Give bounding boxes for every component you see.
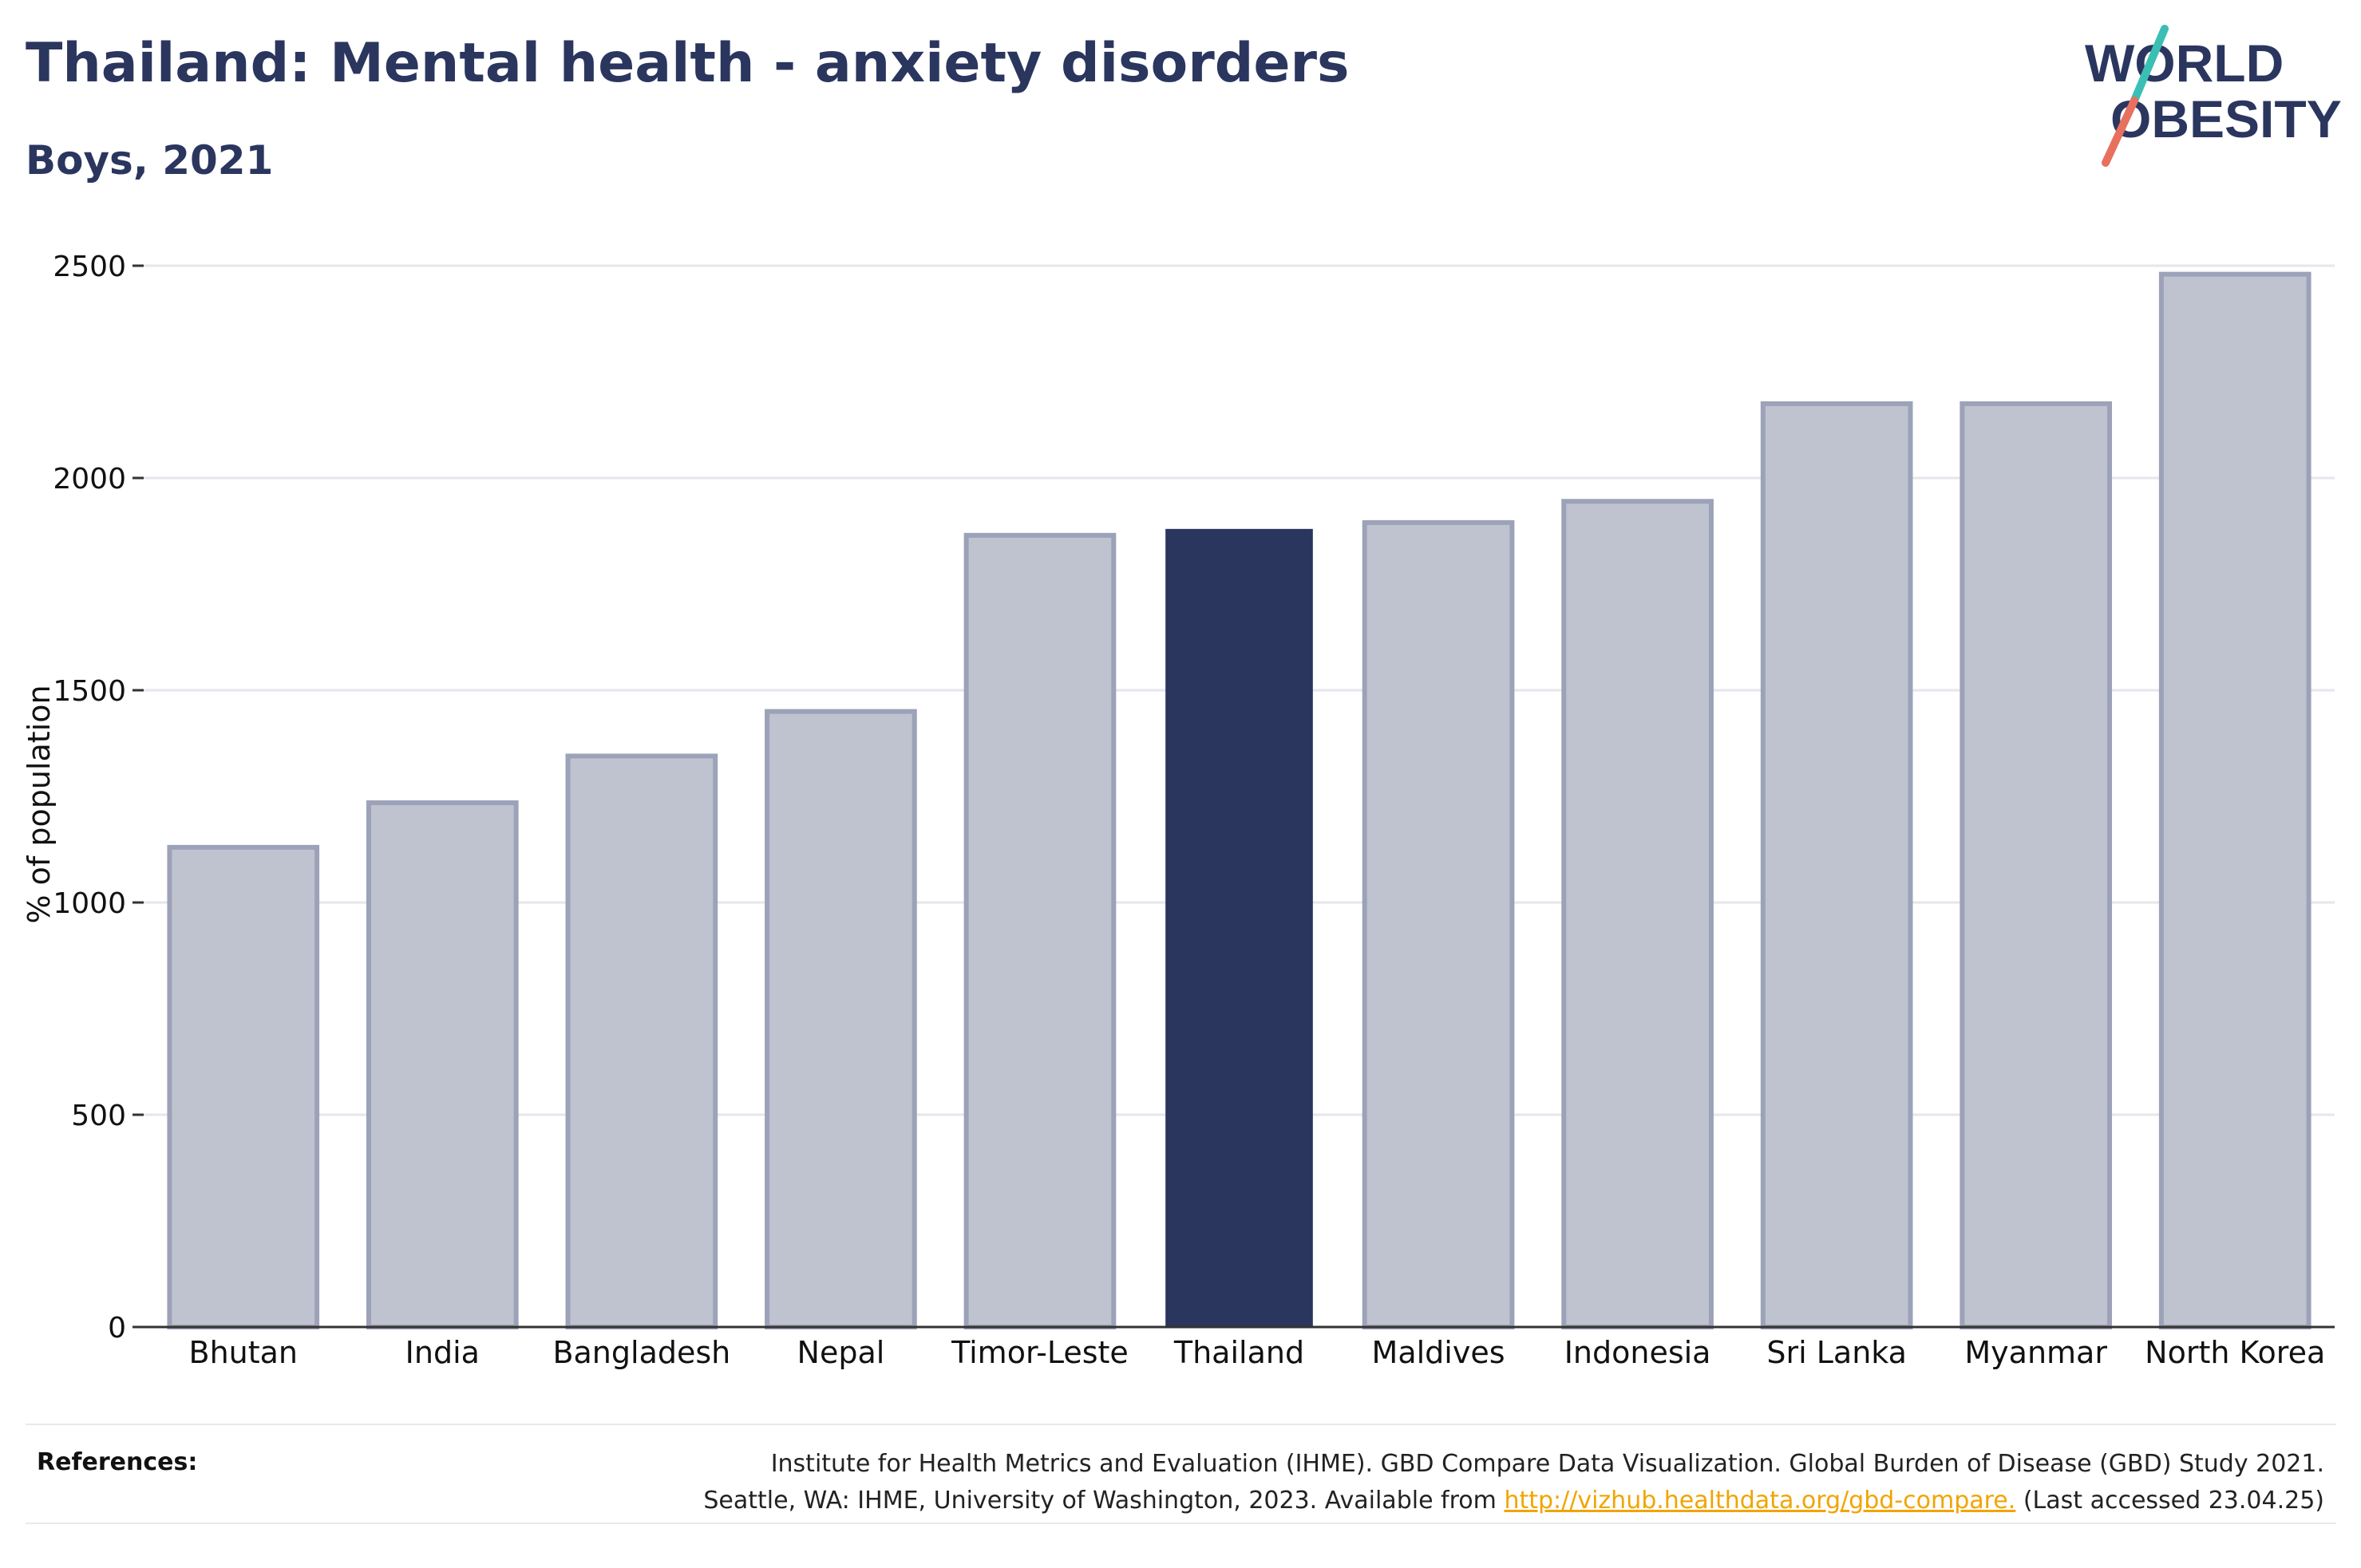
- footer-divider-top: [26, 1424, 2336, 1425]
- x-tick-label: Sri Lanka: [1766, 1335, 1907, 1370]
- y-tick-label: 1500: [53, 675, 126, 708]
- logo-slash-coral: [2102, 97, 2138, 167]
- bar: [2158, 271, 2312, 1329]
- bar: [1960, 401, 2113, 1329]
- x-tick-label: India: [405, 1335, 480, 1370]
- x-tick-label: North Korea: [2145, 1335, 2325, 1370]
- bar: [963, 532, 1117, 1329]
- bar: [366, 800, 519, 1329]
- world-obesity-logo: WORLD OBESITY: [2085, 25, 2342, 167]
- logo-slash-teal: [2130, 25, 2169, 105]
- y-axis-label: % of population: [22, 685, 57, 923]
- x-tick-label: Maldives: [1372, 1335, 1505, 1370]
- y-tick-label: 0: [108, 1312, 126, 1345]
- y-tick-label: 2500: [53, 251, 126, 283]
- references-line-2-prefix: Seattle, WA: IHME, University of Washing…: [703, 1487, 1497, 1515]
- x-tick-label: Indonesia: [1564, 1335, 1711, 1370]
- y-tick-label: 2000: [53, 463, 126, 496]
- x-tick-label: Myanmar: [1964, 1335, 2107, 1370]
- references-line-2: Seattle, WA: IHME, University of Washing…: [488, 1483, 2324, 1519]
- bar: [1561, 499, 1714, 1329]
- bar: [1362, 519, 1515, 1329]
- x-tick-label: Thailand: [1173, 1335, 1304, 1370]
- y-tick-label: 500: [71, 1100, 126, 1132]
- bar: [167, 844, 320, 1329]
- bar: [565, 753, 718, 1329]
- bar-highlight: [1165, 528, 1313, 1327]
- bar-layer: [167, 271, 2312, 1329]
- x-tick-label: Timor-Leste: [951, 1335, 1129, 1370]
- chart-title: Thailand: Mental health - anxiety disord…: [26, 32, 1350, 95]
- chart-subtitle: Boys, 2021: [26, 137, 274, 184]
- footer-divider-bottom: [26, 1523, 2336, 1524]
- x-tick-label: Nepal: [797, 1335, 885, 1370]
- x-tick-label: Bangladesh: [552, 1335, 730, 1370]
- bar-chart: 0 500 1000 1500 2000 2500 Bhutan India Banglades…: [22, 251, 2335, 1370]
- logo-word-1: WORLD: [2085, 34, 2284, 93]
- references-line-1: Institute for Health Metrics and Evaluat…: [770, 1450, 2324, 1478]
- logo-word-2: OBESITY: [2110, 89, 2342, 148]
- y-tick-label: 1000: [53, 887, 126, 920]
- references-line-2-suffix: (Last accessed 23.04.25): [2023, 1487, 2324, 1515]
- references-text: Institute for Health Metrics and Evaluat…: [488, 1446, 2324, 1519]
- axis-layer: 0 500 1000 1500 2000 2500 Bhutan India Banglades…: [53, 251, 2335, 1370]
- x-tick-label: Bhutan: [189, 1335, 299, 1370]
- bar: [1760, 401, 1913, 1329]
- references-link[interactable]: http://vizhub.healthdata.org/gbd-compare…: [1504, 1487, 2016, 1515]
- bar: [765, 709, 917, 1329]
- references-label: References:: [37, 1448, 198, 1476]
